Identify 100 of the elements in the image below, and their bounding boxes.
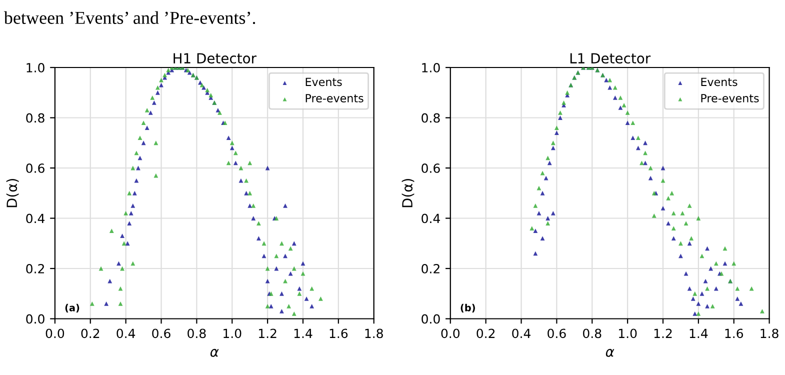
point (608, 85, 612, 90)
x-tick-label: 1.2 (654, 328, 672, 338)
point (268, 304, 274, 308)
point (643, 140, 648, 146)
point (248, 203, 252, 208)
x-tick-label: 1.8 (760, 328, 778, 338)
y-tick-label: 1.0 (422, 62, 440, 72)
point (687, 203, 692, 208)
point (292, 266, 296, 271)
point (666, 221, 671, 226)
point (248, 160, 252, 166)
point (205, 88, 210, 92)
annotation: (b) (460, 304, 475, 312)
point (562, 100, 566, 105)
point (660, 178, 666, 183)
point (533, 203, 538, 208)
chart-title: L1 Detector (570, 53, 651, 64)
point (550, 211, 556, 216)
point (233, 160, 238, 166)
point (141, 120, 146, 125)
point (636, 146, 640, 150)
point (640, 160, 644, 166)
point (274, 266, 279, 271)
point (678, 254, 683, 258)
point (262, 254, 266, 258)
point (648, 176, 653, 180)
point (256, 236, 261, 241)
point (612, 95, 618, 100)
point (144, 126, 150, 130)
point (690, 296, 696, 301)
point (735, 286, 740, 291)
point (248, 190, 252, 196)
point (630, 136, 636, 140)
x-axis-title: α (210, 348, 219, 357)
point (710, 304, 715, 308)
point (148, 110, 153, 115)
x-tick-label: 1.8 (365, 328, 383, 338)
point (226, 160, 231, 166)
point (678, 241, 683, 246)
x-axis-title: α (606, 348, 614, 357)
point (680, 211, 685, 216)
x-tick-label: 1.0 (618, 328, 637, 338)
point (286, 304, 292, 308)
point (636, 136, 640, 140)
point (604, 78, 608, 82)
point (159, 78, 164, 82)
point (138, 136, 142, 140)
x-tick-label: 1.4 (690, 328, 708, 338)
y-tick-label: 0.4 (26, 214, 45, 224)
point (265, 166, 270, 170)
point (156, 85, 160, 90)
point (288, 271, 293, 276)
point (134, 178, 139, 183)
point (152, 100, 156, 105)
point (540, 236, 545, 241)
point (108, 278, 112, 284)
point (288, 246, 293, 251)
point (671, 211, 676, 216)
point (700, 254, 704, 258)
x-tick-label: 0.8 (583, 328, 602, 338)
point (127, 221, 132, 226)
legend-label: Pre-events (701, 94, 759, 102)
point (608, 78, 612, 82)
point (708, 266, 714, 271)
y-tick-label: 0.0 (26, 314, 44, 324)
point (533, 251, 538, 256)
x-tick-label: 1.6 (330, 328, 348, 338)
point (310, 286, 314, 291)
y-tick-label: 0.8 (422, 113, 440, 123)
point (150, 95, 155, 100)
point (550, 140, 556, 146)
point (297, 286, 302, 291)
point (692, 291, 698, 296)
x-tick-label: 1.2 (258, 328, 276, 338)
point (722, 246, 728, 251)
point (130, 166, 136, 170)
x-tick-label: 1.4 (294, 328, 312, 338)
point (536, 211, 542, 216)
point (684, 221, 688, 226)
point (116, 261, 121, 266)
point (618, 95, 623, 100)
x-tick-label: 0.6 (548, 328, 566, 338)
point (297, 291, 302, 296)
point (251, 216, 256, 220)
point (670, 190, 674, 196)
point (128, 211, 134, 216)
point (687, 241, 692, 246)
point (134, 150, 139, 156)
point (546, 221, 550, 226)
point (622, 102, 626, 108)
point (536, 186, 542, 190)
x-tick-label: 1.0 (224, 328, 242, 338)
point (660, 206, 666, 210)
point (159, 82, 164, 88)
point (558, 110, 562, 115)
x-tick-label: 1.6 (725, 328, 744, 338)
point (256, 221, 261, 226)
point (208, 92, 214, 98)
point (696, 312, 701, 316)
y-tick-label: 0.8 (26, 113, 44, 123)
